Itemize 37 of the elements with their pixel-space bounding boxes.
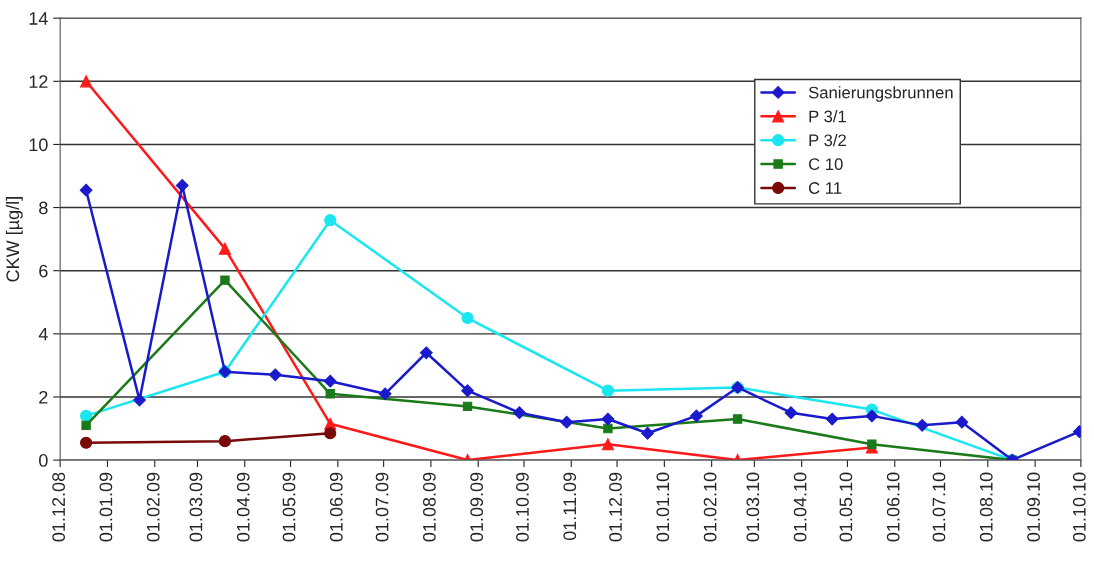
x-tick-label: 01.01.10 — [656, 472, 670, 542]
y-axis-title: CKW [µg/l] — [5, 197, 23, 282]
x-tick-label: 01.08.10 — [979, 472, 993, 542]
legend-label: P 3/2 — [809, 133, 846, 147]
x-tick-label: 01.05.10 — [839, 472, 853, 542]
x-tick-label: 01.06.09 — [329, 472, 343, 542]
y-tick-label: 8 — [39, 201, 48, 215]
x-tick-label: 01.11.09 — [563, 472, 577, 541]
x-tick-label: 01.12.09 — [609, 472, 622, 542]
x-tick-label: 01.12.08 — [52, 472, 66, 542]
x-tick-label: 01.07.09 — [375, 472, 389, 542]
x-tick-label: 01.05.09 — [282, 472, 296, 542]
x-tick-label: 01.08.09 — [422, 472, 436, 542]
legend-label: C 10 — [808, 158, 843, 171]
y-tick-label: 2 — [39, 390, 48, 404]
legend-label: P 3/1 — [809, 110, 846, 123]
x-tick-label: 01.06.10 — [886, 472, 900, 542]
x-tick-label: 01.10.09 — [516, 472, 529, 542]
y-tick-label: 14 — [29, 12, 48, 25]
y-tick-label: 4 — [38, 327, 48, 341]
y-tick-label: 6 — [39, 264, 48, 278]
x-tick-label: 01.03.10 — [746, 472, 760, 542]
y-tick-label: 10 — [29, 138, 48, 152]
x-tick-label: 01.07.10 — [932, 472, 946, 542]
x-tick-label: 01.02.10 — [703, 472, 717, 542]
y-tick-label: 0 — [39, 454, 48, 467]
x-tick-label: 01.01.09 — [99, 472, 113, 542]
legend-label: C 11 — [808, 182, 842, 194]
x-tick-label: 01.04.09 — [236, 472, 250, 542]
x-tick-label: 01.04.10 — [793, 472, 807, 542]
x-tick-label: 01.03.09 — [189, 472, 203, 542]
x-tick-label: 01.02.09 — [146, 472, 160, 542]
x-tick-label: 01.10.10 — [1072, 472, 1086, 542]
x-tick-label: 01.09.10 — [1027, 472, 1040, 542]
legend-label: Sanierungsbrunnen — [808, 86, 953, 102]
x-tick-label: 01.09.09 — [470, 472, 484, 542]
y-tick-label: 12 — [29, 75, 48, 88]
